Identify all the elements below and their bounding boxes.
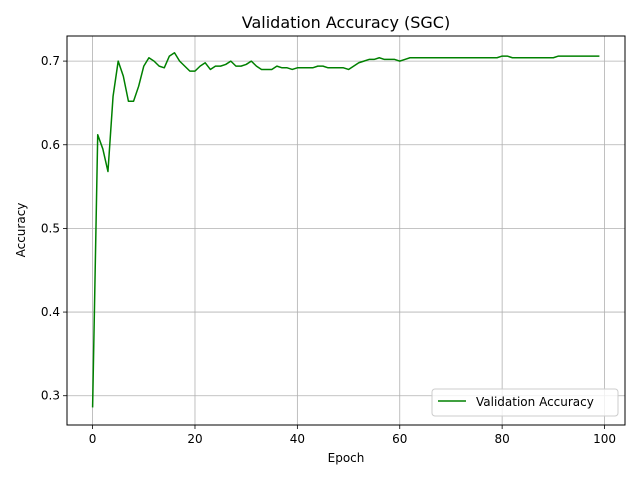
plot-area <box>91 51 600 408</box>
legend: Validation Accuracy <box>431 388 619 417</box>
x-tick-label: 20 <box>187 432 202 446</box>
y-tick-label: 0.4 <box>41 305 60 319</box>
y-tick-label: 0.7 <box>41 54 60 68</box>
x-tick-label: 0 <box>89 432 97 446</box>
chart-title: Validation Accuracy (SGC) <box>242 13 450 32</box>
legend-label: Validation Accuracy <box>476 395 594 409</box>
x-tick-label: 40 <box>290 432 305 446</box>
y-axis-label: Accuracy <box>14 203 28 258</box>
y-tick-label: 0.6 <box>41 138 60 152</box>
series-line-validation-accuracy <box>91 51 600 408</box>
x-tick-label: 60 <box>392 432 407 446</box>
y-tick-label: 0.5 <box>41 221 60 235</box>
x-tick-label: 100 <box>593 432 616 446</box>
grid-lines <box>67 36 625 425</box>
legend-box <box>431 388 619 417</box>
x-tick-label: 80 <box>494 432 509 446</box>
plot-frame <box>66 35 626 426</box>
y-axis-ticks: 0.3 0.4 0.5 0.6 0.7 <box>41 54 67 403</box>
x-axis-ticks: 0 20 40 60 80 100 <box>89 425 616 446</box>
x-axis-label: Epoch <box>328 451 365 465</box>
y-tick-label: 0.3 <box>41 389 60 403</box>
